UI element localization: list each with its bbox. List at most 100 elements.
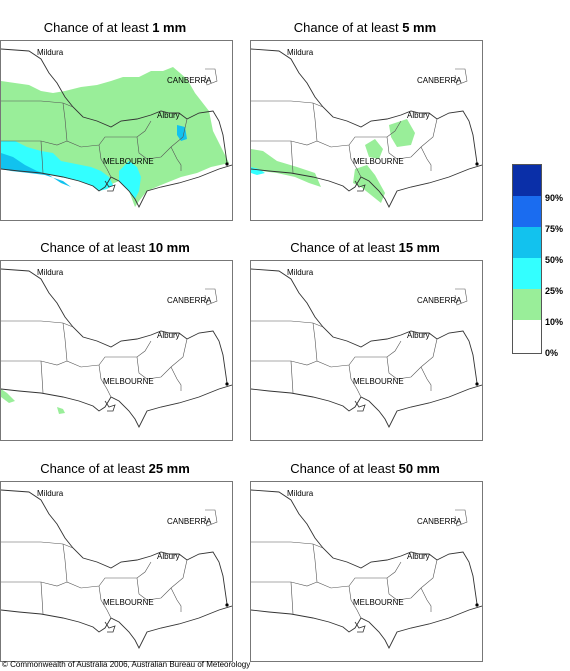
port-phillip-bay [104, 621, 116, 633]
district-boundary [420, 587, 432, 612]
cape-howe-marker [475, 162, 479, 166]
place-label-canberra: CANBERRA [417, 76, 462, 85]
probability-fill-region [1, 141, 113, 191]
state-border [251, 489, 478, 605]
place-label-mildura: Mildura [287, 268, 314, 277]
district-boundary [1, 360, 68, 366]
legend-label-25: 25% [545, 286, 564, 296]
legend-swatch-0 [513, 320, 541, 353]
district-boundary [251, 100, 324, 108]
port-phillip-bay [354, 180, 366, 192]
map-panel-1mm: Mildura CANBERRA Albury MELBOURNE [0, 40, 233, 221]
district-boundary [312, 322, 402, 368]
probability-fill-region [365, 139, 383, 159]
panel-title-5mm: Chance of at least 5 mm [293, 20, 437, 35]
place-label-melbourne: MELBOURNE [103, 598, 154, 607]
state-border [251, 268, 478, 384]
legend-label-10: 10% [545, 317, 564, 327]
district-boundary [62, 102, 152, 148]
probability-fill-region [389, 119, 415, 147]
district-boundary [251, 360, 318, 366]
probability-fill-region [1, 153, 71, 187]
district-boundary [348, 364, 362, 398]
probability-fill-region [251, 149, 321, 187]
district-boundary [136, 338, 188, 380]
district-boundary [420, 366, 432, 391]
legend-swatch-10 [513, 289, 541, 320]
act-boundary [204, 509, 218, 527]
district-boundary [62, 543, 152, 589]
act-boundary [204, 68, 218, 86]
map-svg [1, 268, 232, 429]
district-boundary [386, 118, 438, 160]
act-boundary [454, 288, 468, 306]
legend-label-90: 90% [545, 193, 564, 203]
panel-title-50mm: Chance of at least 50 mm [290, 461, 440, 476]
map-panel-25mm: Mildura CANBERRA Albury MELBOURNE [0, 481, 233, 662]
cape-howe-marker [475, 382, 479, 386]
district-boundary [348, 585, 362, 619]
district-boundary [136, 559, 188, 601]
place-label-mildura: Mildura [287, 489, 314, 498]
place-label-melbourne: MELBOURNE [103, 157, 154, 166]
district-boundary [312, 102, 402, 148]
place-label-albury: Albury [157, 111, 180, 120]
coastline [1, 164, 232, 209]
port-phillip-bay [104, 180, 116, 192]
coastline [1, 605, 232, 650]
coastline [251, 164, 482, 209]
probability-legend [512, 164, 542, 354]
legend-swatch-90 [513, 165, 541, 196]
port-phillip-bay [354, 621, 366, 633]
district-boundary [251, 581, 318, 587]
place-label-mildura: Mildura [287, 48, 314, 57]
place-label-mildura: Mildura [37, 268, 64, 277]
coastline [251, 384, 482, 429]
place-label-albury: Albury [407, 552, 430, 561]
place-label-mildura: Mildura [37, 489, 64, 498]
district-boundary [170, 146, 182, 171]
district-boundary [386, 338, 438, 380]
district-boundary [1, 100, 74, 108]
district-boundary [1, 581, 68, 587]
map-panel-50mm: Mildura CANBERRA Albury MELBOURNE [250, 481, 483, 662]
state-border [251, 48, 478, 164]
district-boundary [98, 144, 112, 178]
district-boundary [40, 581, 44, 615]
district-boundary [1, 541, 74, 549]
probability-fill-region [119, 161, 141, 199]
place-label-melbourne: MELBOURNE [353, 598, 404, 607]
place-label-albury: Albury [157, 331, 180, 340]
place-label-mildura: Mildura [37, 48, 64, 57]
state-border [1, 48, 228, 164]
district-boundary [40, 140, 44, 174]
district-boundary [62, 322, 152, 368]
cape-howe-marker [225, 382, 229, 386]
act-boundary [204, 288, 218, 306]
district-boundary [386, 559, 438, 601]
cape-howe-marker [225, 162, 229, 166]
panel-title-25mm: Chance of at least 25 mm [40, 461, 190, 476]
act-boundary [454, 509, 468, 527]
place-label-melbourne: MELBOURNE [353, 157, 404, 166]
state-border [1, 489, 228, 605]
copyright-notice: © Commonwealth of Australia 2006, Austra… [2, 660, 251, 669]
district-boundary [1, 320, 74, 328]
map-svg [251, 489, 482, 650]
place-label-melbourne: MELBOURNE [103, 377, 154, 386]
place-label-albury: Albury [407, 111, 430, 120]
place-label-canberra: CANBERRA [167, 517, 212, 526]
district-boundary [420, 146, 432, 171]
district-boundary [98, 585, 112, 619]
map-svg [1, 489, 232, 650]
probability-fill-region [353, 165, 385, 203]
place-label-canberra: CANBERRA [417, 296, 462, 305]
map-panel-10mm: Mildura CANBERRA Albury MELBOURNE [0, 260, 233, 441]
district-boundary [40, 360, 44, 394]
legend-swatch-50 [513, 227, 541, 258]
district-boundary [170, 366, 182, 391]
legend-label-0: 0% [545, 348, 559, 358]
district-boundary [170, 587, 182, 612]
panel-title-10mm: Chance of at least 10 mm [40, 240, 190, 255]
place-label-canberra: CANBERRA [417, 517, 462, 526]
